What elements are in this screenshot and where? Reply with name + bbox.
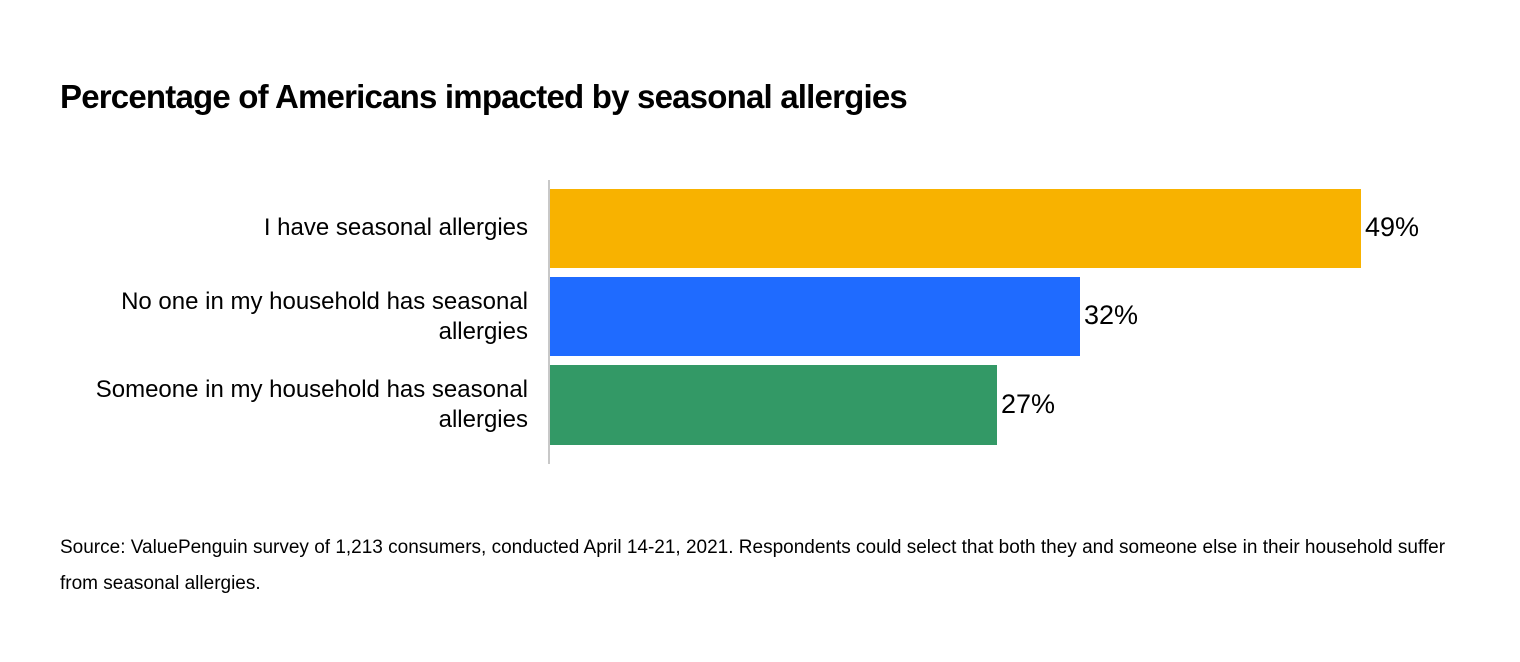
value-label: 27%	[1001, 389, 1056, 419]
category-label-line: allergies	[438, 406, 528, 433]
bar-i-have-allergies	[550, 189, 1361, 268]
y-axis-line	[548, 180, 550, 464]
category-label: I have seasonal allergies	[48, 213, 528, 243]
bar-no-one-in-household	[550, 277, 1080, 356]
category-label-line: allergies	[438, 318, 528, 345]
category-label-line: Someone in my household has seasonal	[95, 376, 528, 403]
source-note: Source: ValuePenguin survey of 1,213 con…	[60, 537, 1446, 594]
category-label: Someone in my household has seasonal all…	[48, 375, 528, 435]
category-label-line: I have seasonal allergies	[263, 214, 528, 241]
value-label: 49%	[1365, 212, 1420, 242]
category-label-line: No one in my household has seasonal	[121, 288, 528, 315]
bar-someone-in-household	[550, 365, 997, 445]
value-label: 32%	[1084, 300, 1139, 330]
category-label: No one in my household has seasonal alle…	[48, 287, 528, 347]
chart-title: Percentage of Americans impacted by seas…	[60, 78, 908, 115]
